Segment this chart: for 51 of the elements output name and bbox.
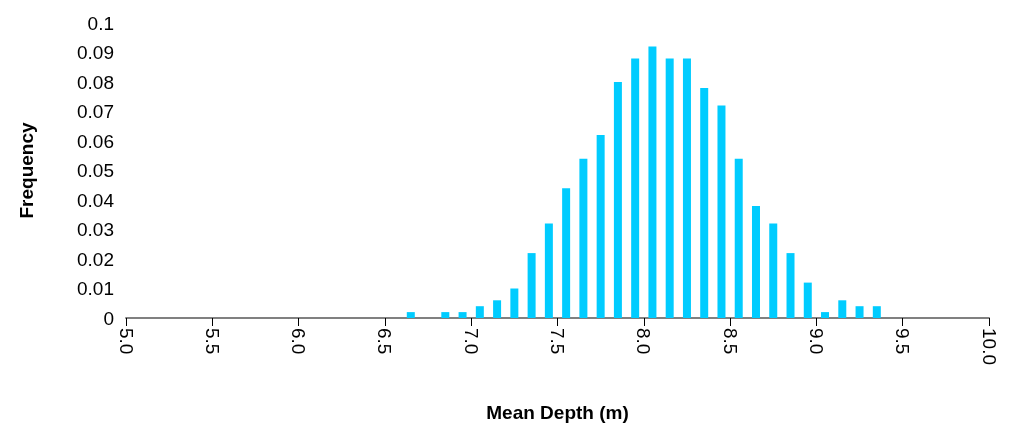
y-tick-label: 0.01 <box>77 278 114 299</box>
bar <box>544 223 553 318</box>
bar <box>527 253 536 318</box>
bar <box>821 312 830 318</box>
bar <box>579 158 588 318</box>
y-tick-label: 0.04 <box>77 189 115 211</box>
x-tick-label: 9.5 <box>892 328 914 355</box>
x-tick-label: 7.5 <box>547 328 568 355</box>
x-tick-label: 5.5 <box>201 328 223 355</box>
x-tick-label: 8.0 <box>633 328 655 355</box>
y-tick-label: 0.03 <box>77 219 114 240</box>
bar <box>562 188 571 318</box>
x-tick-label: 9.0 <box>805 328 827 355</box>
bar <box>751 205 760 318</box>
bar <box>872 306 881 318</box>
y-tick-label: 0.05 <box>77 160 114 181</box>
x-tick-label: 8.5 <box>719 328 741 355</box>
x-tick-label: 5.0 <box>115 328 137 355</box>
bar <box>855 306 864 318</box>
y-tick-label: 0.1 <box>87 12 114 34</box>
y-tick-label: 0.08 <box>77 71 114 93</box>
bar <box>596 135 605 318</box>
bar <box>406 312 415 318</box>
bar <box>769 223 778 318</box>
bar <box>786 253 795 318</box>
y-tick-label: 0.02 <box>77 248 114 270</box>
x-tick-label: 10.0 <box>978 328 1000 365</box>
y-tick-label: 0.06 <box>77 130 114 152</box>
bar <box>493 300 502 318</box>
bar <box>510 288 519 318</box>
y-tick-label: 0.07 <box>77 101 114 122</box>
x-tick-label: 7.0 <box>460 328 482 355</box>
bar <box>665 58 674 318</box>
y-tick-label: 0.09 <box>77 42 114 63</box>
x-axis-title: Mean Depth (m) <box>486 402 629 423</box>
bar <box>803 282 812 318</box>
bar <box>441 312 450 318</box>
bar <box>458 312 467 318</box>
bar <box>613 82 622 318</box>
y-tick-label: 0 <box>103 307 114 329</box>
bar <box>648 46 657 318</box>
y-axis-title: Frequency <box>16 122 37 219</box>
x-tick-label: 6.0 <box>288 328 310 355</box>
bar <box>717 105 726 318</box>
x-tick-label: 6.5 <box>374 328 396 355</box>
bar <box>838 300 847 318</box>
bar <box>682 58 691 318</box>
bar <box>631 58 640 318</box>
bar <box>700 87 709 318</box>
bar <box>475 306 484 318</box>
bar <box>734 158 743 318</box>
